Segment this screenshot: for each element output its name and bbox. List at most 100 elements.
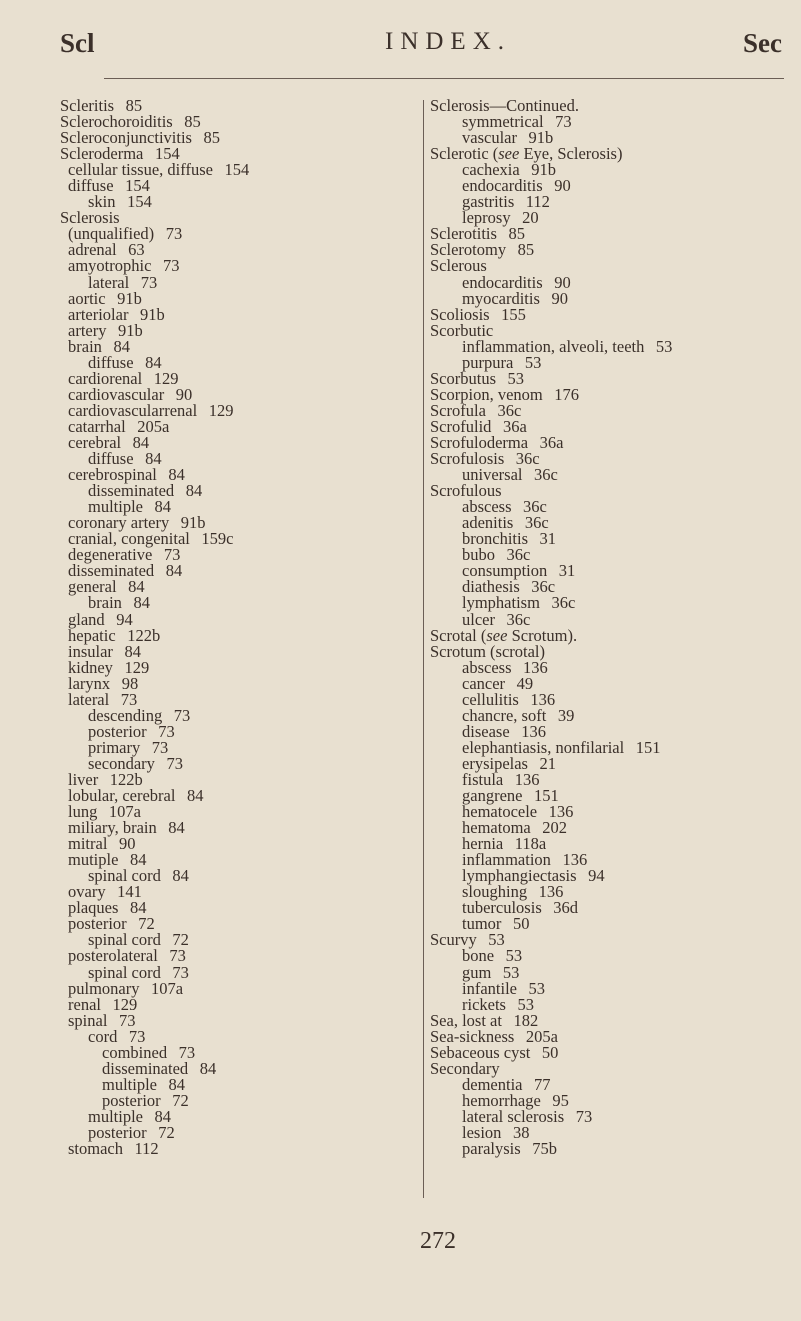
entry-term: amyotrophic xyxy=(68,256,152,276)
entry-term: consumption xyxy=(462,561,548,581)
entry-page: 73 xyxy=(162,256,180,276)
entry-page: 85 xyxy=(184,112,201,132)
see-reference: see xyxy=(498,144,520,164)
entry-page: 31 xyxy=(558,561,576,581)
entry-page: 151 xyxy=(635,737,661,757)
entry-term: spinal cord xyxy=(88,866,161,886)
index-entry: Scrotal (see Scrotum). xyxy=(430,627,800,644)
entry-page: 136 xyxy=(530,689,556,709)
index-entry: cachexia 91b xyxy=(430,160,800,180)
entry-page: 72 xyxy=(172,930,189,950)
index-entry: renal 129 xyxy=(60,994,420,1014)
entry-page: 73 xyxy=(165,224,183,244)
entry-page: 112 xyxy=(134,1139,159,1159)
entry-term: cachexia xyxy=(462,160,520,180)
entry-page: 90 xyxy=(551,288,568,308)
entry-term: lobular, cerebral xyxy=(68,786,176,806)
entry-page: 63 xyxy=(128,240,145,260)
entry-page: 91b xyxy=(140,304,165,324)
entry-page: 129 xyxy=(112,994,138,1014)
entry-page: 36c xyxy=(531,577,556,597)
index-entry: aortic 91b xyxy=(60,288,420,308)
index-entry: cellular tissue, diffuse 154 xyxy=(60,161,420,178)
entry-page: 84 xyxy=(145,352,162,372)
entry-term: lesion xyxy=(462,1123,502,1142)
entry-term: rickets xyxy=(462,994,506,1014)
entry-page: 90 xyxy=(554,176,571,196)
entry-page: 94 xyxy=(588,866,605,886)
entry-page: 141 xyxy=(117,882,142,902)
index-entry: Scrofulous xyxy=(430,482,800,499)
entry-page: 154 xyxy=(154,144,180,164)
entry-page: 77 xyxy=(534,1074,551,1094)
entry-page: 122b xyxy=(109,769,143,789)
index-entry: tuberculosis 36d xyxy=(430,900,800,917)
entry-page: 205a xyxy=(137,416,170,436)
entry-term: Sea, lost at xyxy=(430,1010,502,1030)
entry-term: posterior xyxy=(88,721,147,741)
entry-page: 91b xyxy=(180,513,206,533)
entry-page: 36c xyxy=(506,609,531,629)
entry-term: mitral xyxy=(68,834,108,854)
entry-term: Sclerous xyxy=(430,256,487,276)
index-entry: cranial, congenital 159c xyxy=(60,531,420,548)
entry-term: Scorbutic xyxy=(430,320,494,340)
index-entry: adenitis 36c xyxy=(430,514,800,531)
entry-page: 84 xyxy=(168,1074,186,1094)
index-entry: posterior 72 xyxy=(60,916,420,933)
index-entry: gangrene 151 xyxy=(430,787,800,804)
entry-page: 84 xyxy=(165,561,183,581)
entry-term: skin xyxy=(88,192,116,212)
entry-term: Scleroconjunctivitis xyxy=(60,128,192,148)
entry-page: 84 xyxy=(168,818,185,838)
entry-term: posterolateral xyxy=(68,946,158,966)
entry-term: insular xyxy=(68,641,113,661)
entry-page: 85 xyxy=(125,96,143,115)
index-entry: Scrofuloderma 36a xyxy=(430,432,800,452)
index-entry: Sclerosis—Continued. xyxy=(430,96,800,115)
index-entry: plaques 84 xyxy=(60,900,420,917)
entry-page: 84 xyxy=(129,850,147,870)
entry-page: 53 xyxy=(524,352,542,372)
index-entry: cord 73 xyxy=(60,1026,420,1046)
entry-term: tumor xyxy=(462,914,502,934)
entry-term: disease xyxy=(462,721,510,741)
index-entry: Sebaceous cyst 50 xyxy=(430,1044,800,1061)
entry-term: multiple xyxy=(88,497,143,517)
entry-term: diffuse xyxy=(88,449,134,469)
entry-term: brain xyxy=(88,593,122,613)
index-entry: adrenal 63 xyxy=(60,240,420,260)
index-entry: (unqualified) 73 xyxy=(60,224,420,244)
index-entry: inflammation 136 xyxy=(430,851,800,868)
entry-term: Scrotum (scrotal) xyxy=(430,641,546,661)
index-entry: degenerative 73 xyxy=(60,547,420,564)
entry-page: 84 xyxy=(145,449,162,469)
entry-term: bronchitis xyxy=(462,529,528,549)
entry-page: 49 xyxy=(516,673,534,693)
entry-term: coronary artery xyxy=(68,513,170,533)
entry-page: 95 xyxy=(552,1090,569,1110)
entry-term: cord xyxy=(88,1026,118,1046)
index-entry: diffuse 154 xyxy=(60,177,420,194)
index-entry: cellulitis 136 xyxy=(430,689,800,709)
entry-page: 129 xyxy=(124,657,150,677)
entry-term: sloughing xyxy=(462,882,528,902)
index-entry: skin 154 xyxy=(60,192,420,212)
index-entry: hemorrhage 95 xyxy=(430,1090,800,1110)
entry-term: aortic xyxy=(68,288,106,308)
entry-term: Sclerosis—Continued. xyxy=(430,96,579,115)
index-entry: mutiple 84 xyxy=(60,850,420,870)
entry-page: 84 xyxy=(172,866,189,886)
index-entry: Scurvy 53 xyxy=(430,932,800,949)
entry-term: Scrofuloderma xyxy=(430,432,529,452)
index-entry: brain 84 xyxy=(60,338,420,355)
entry-term: secondary xyxy=(88,753,155,773)
index-entry: Scleroconjunctivitis 85 xyxy=(60,128,420,148)
entry-page: 73 xyxy=(120,689,138,709)
entry-term: universal xyxy=(462,465,523,485)
entry-term: catarrhal xyxy=(68,416,126,436)
entry-term: Sclerochoroiditis xyxy=(60,112,173,132)
entry-term: fistula xyxy=(462,769,504,789)
index-entry: dementia 77 xyxy=(430,1074,800,1094)
index-entry: universal 36c xyxy=(430,465,800,485)
